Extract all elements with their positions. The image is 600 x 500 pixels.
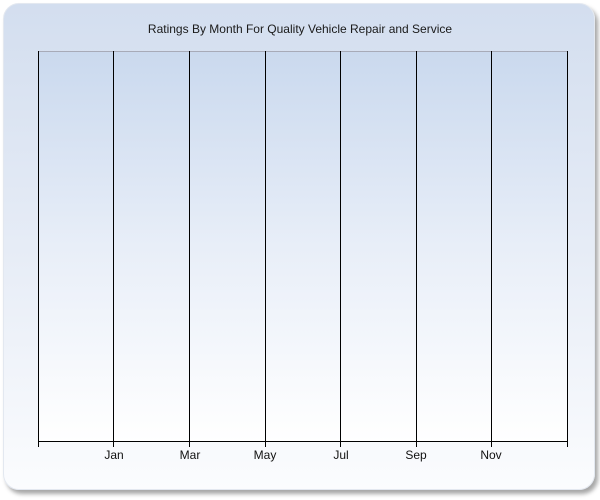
gridline xyxy=(189,51,190,441)
x-tick xyxy=(265,441,266,447)
x-tick xyxy=(340,441,341,447)
gridline xyxy=(265,51,266,441)
x-label-may: May xyxy=(253,448,277,462)
x-tick xyxy=(491,441,492,447)
gridline xyxy=(567,51,568,441)
gridline xyxy=(491,51,492,441)
x-tick xyxy=(567,441,568,447)
x-label-jan: Jan xyxy=(104,448,124,462)
x-tick xyxy=(189,441,190,447)
x-label-mar: Mar xyxy=(179,448,201,462)
x-tick xyxy=(38,441,39,447)
gridline xyxy=(38,51,39,441)
gridline xyxy=(416,51,417,441)
x-tick xyxy=(113,441,114,447)
x-tick xyxy=(416,441,417,447)
chart-title: Ratings By Month For Quality Vehicle Rep… xyxy=(147,22,453,36)
plot-area xyxy=(38,51,567,442)
gridline xyxy=(113,51,114,441)
x-label-nov: Nov xyxy=(480,448,502,462)
gridline xyxy=(340,51,341,441)
x-label-jul: Jul xyxy=(333,448,349,462)
x-label-sep: Sep xyxy=(405,448,427,462)
x-axis xyxy=(38,441,568,442)
